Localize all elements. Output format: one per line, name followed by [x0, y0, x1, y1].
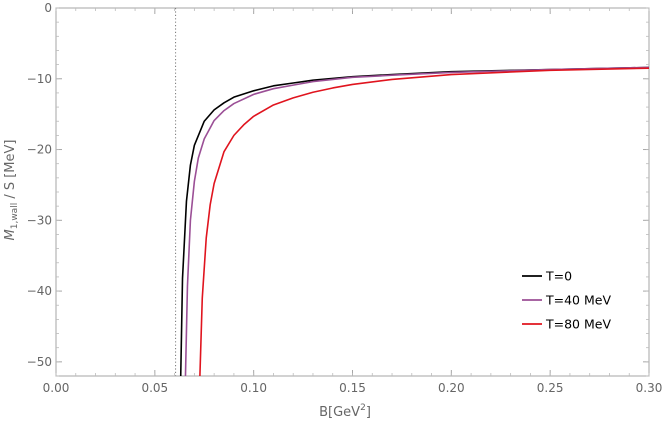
y-tick-label: −30	[27, 213, 52, 227]
legend: T=0 T=40 MeV T=80 MeV	[522, 269, 611, 332]
y-tick-label: −40	[27, 284, 52, 298]
tick-labels: 0.00 0.05 0.10 0.15 0.20 0.25 0.30 0 −10 −20 −30 −4…	[27, 1, 663, 395]
series-line	[184, 66, 650, 377]
x-tick-label: 0.05	[141, 381, 168, 395]
series-lines	[179, 66, 650, 377]
y-tick-label: −10	[27, 72, 52, 86]
y-tick-label: −50	[27, 355, 52, 369]
x-tick-label: 0.15	[339, 381, 366, 395]
y-axis-title: M1,wall / S [MeV]	[3, 140, 20, 241]
legend-label: T=40 MeV	[545, 293, 611, 308]
x-tick-label: 0.10	[240, 381, 267, 395]
x-tick-label: 0.20	[438, 381, 465, 395]
y-tick-label: −20	[27, 143, 52, 157]
x-tick-label: 0.30	[636, 381, 663, 395]
legend-label: T=80 MeV	[545, 317, 611, 332]
x-axis-title: B[GeV2]	[319, 403, 371, 420]
x-tick-label: 0.00	[43, 381, 70, 395]
series-line	[199, 67, 650, 377]
x-tick-label: 0.25	[537, 381, 564, 395]
legend-label: T=0	[545, 269, 572, 284]
y-tick-label: 0	[44, 1, 52, 15]
axis-ticks	[55, 7, 650, 377]
